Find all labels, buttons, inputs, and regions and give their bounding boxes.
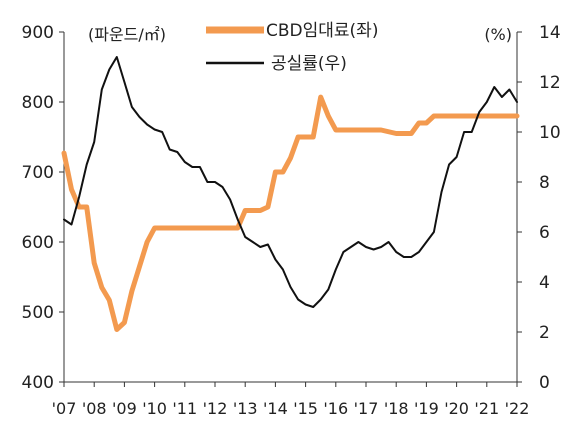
x-tick-label: '21 [474, 399, 499, 418]
legend-label-vacancy: 공실률(우) [271, 54, 347, 74]
right-y-axis: 0 2 4 6 8 10 12 14 [516, 23, 561, 393]
left-axis-unit: (파운드/㎡) [88, 25, 166, 44]
right-tick-label: 0 [539, 373, 550, 393]
x-tick-label: '18 [384, 399, 409, 418]
left-tick-label: 400 [22, 373, 54, 393]
x-tick-label: '12 [203, 399, 228, 418]
left-tick-label: 900 [22, 23, 54, 43]
right-tick-label: 6 [539, 223, 550, 243]
series-line-rent [61, 94, 520, 332]
right-tick-label: 2 [539, 323, 550, 343]
x-tick-label: '11 [172, 399, 197, 418]
x-tick-label: '09 [112, 399, 137, 418]
left-tick-label: 600 [22, 233, 54, 253]
x-axis: '07 '08 '09 '10 '11 '12 '13 '14 '15 '16 '17 '18 '19 '… [52, 381, 530, 418]
legend: CBD임대료(좌) 공실률(우) [206, 21, 378, 74]
series-layer [61, 56, 520, 332]
x-tick-label: '07 [52, 399, 77, 418]
left-y-axis: 400 500 600 700 800 900 [22, 23, 65, 393]
x-tick-label: '22 [505, 399, 530, 418]
left-tick-label: 700 [22, 163, 54, 183]
right-tick-label: 10 [539, 123, 561, 143]
x-tick-label: '16 [323, 399, 348, 418]
right-tick-label: 8 [539, 173, 550, 193]
x-tick-label: '15 [293, 399, 318, 418]
series-line-vacancy [63, 56, 518, 308]
right-tick-label: 12 [539, 73, 561, 93]
right-axis-unit: (%) [484, 25, 512, 44]
x-tick-label: '19 [414, 399, 439, 418]
legend-label-rent: CBD임대료(좌) [266, 21, 378, 41]
x-tick-label: '14 [263, 399, 288, 418]
x-tick-label: '13 [233, 399, 258, 418]
x-tick-label: '10 [142, 399, 167, 418]
right-tick-label: 14 [539, 23, 561, 43]
right-tick-label: 4 [539, 273, 550, 293]
left-tick-label: 800 [22, 93, 54, 113]
left-tick-label: 500 [22, 303, 54, 323]
x-tick-label: '08 [82, 399, 107, 418]
x-tick-label: '20 [444, 399, 469, 418]
x-tick-label: '17 [354, 399, 379, 418]
